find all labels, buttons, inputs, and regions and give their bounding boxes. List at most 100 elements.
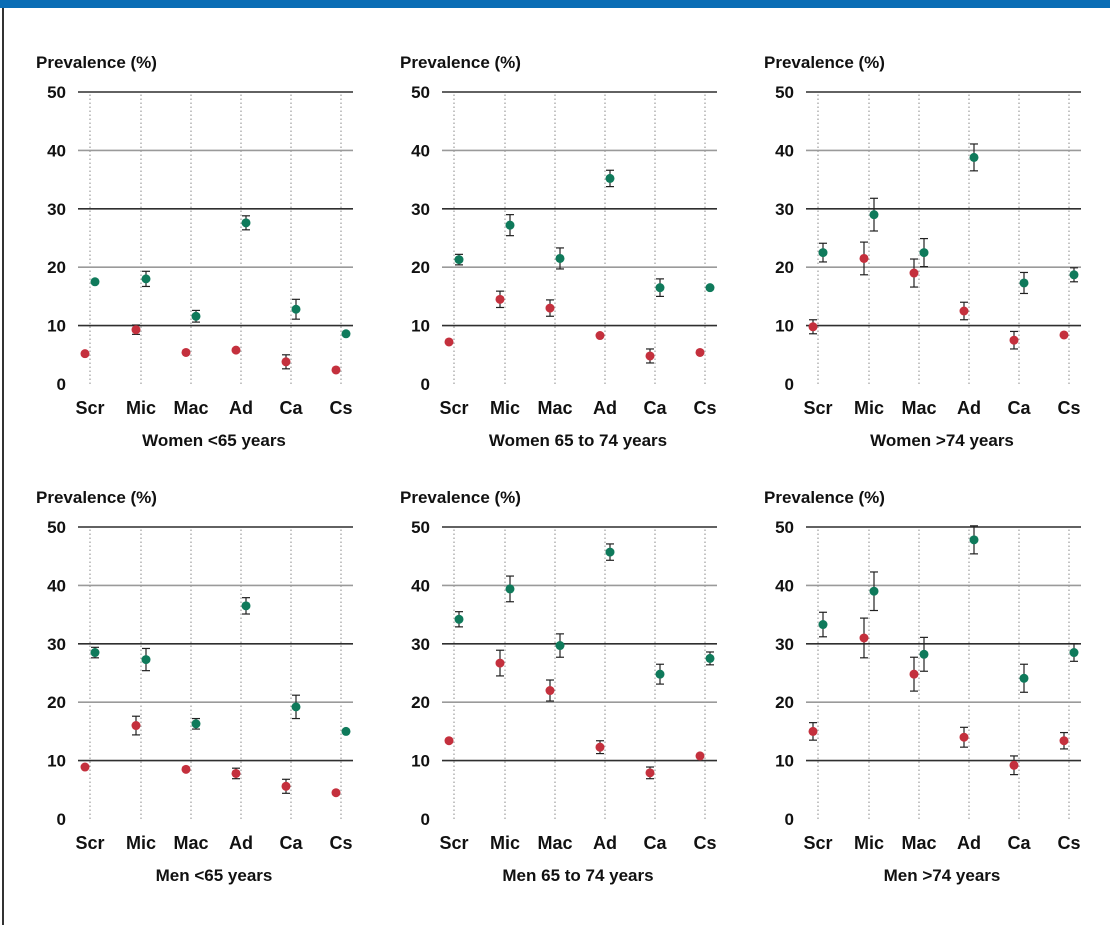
y-axis-label: Prevalence (%)	[764, 488, 885, 507]
data-point	[1070, 648, 1079, 657]
y-tick-label: 30	[411, 200, 430, 219]
data-point	[192, 719, 201, 728]
data-point	[332, 365, 341, 374]
chart-panel: 0 10 20 30 40 50 Prevalence (%) Scr Mic Mac Ad Ca Cs…	[400, 488, 717, 885]
data-point	[596, 743, 605, 752]
x-tick-label: Cs	[329, 833, 352, 853]
x-tick-label: Ad	[593, 833, 617, 853]
data-point	[809, 322, 818, 331]
panel-title: Women 65 to 74 years	[489, 431, 667, 450]
x-tick-label: Ad	[957, 833, 981, 853]
y-tick-label: 0	[785, 810, 794, 829]
x-tick-label: Scr	[75, 833, 104, 853]
y-tick-label: 30	[775, 635, 794, 654]
y-axis-label: Prevalence (%)	[764, 53, 885, 72]
y-tick-label: 50	[775, 83, 794, 102]
y-tick-label: 40	[47, 576, 66, 595]
chart-panel: 0 10 20 30 40 50 Prevalence (%) Scr Mic Mac Ad Ca Cs…	[36, 488, 353, 885]
data-point	[232, 346, 241, 355]
data-point	[496, 659, 505, 668]
panel-title: Men >74 years	[884, 866, 1001, 885]
data-point	[342, 329, 351, 338]
x-tick-label: Mic	[490, 398, 520, 418]
x-tick-label: Mic	[490, 833, 520, 853]
x-tick-label: Cs	[693, 398, 716, 418]
y-tick-label: 10	[411, 752, 430, 771]
data-point	[91, 277, 100, 286]
data-point	[506, 584, 515, 593]
data-point	[656, 283, 665, 292]
x-tick-label: Mac	[173, 833, 208, 853]
y-tick-label: 10	[411, 317, 430, 336]
data-point	[182, 348, 191, 357]
data-point	[696, 751, 705, 760]
data-point	[292, 702, 301, 711]
x-tick-label: Scr	[803, 833, 832, 853]
y-tick-label: 20	[47, 693, 66, 712]
y-tick-label: 10	[775, 317, 794, 336]
x-tick-label: Ad	[229, 398, 253, 418]
data-point	[292, 305, 301, 314]
x-tick-label: Ad	[229, 833, 253, 853]
data-point	[342, 727, 351, 736]
data-point	[870, 210, 879, 219]
data-point	[1070, 270, 1079, 279]
chart-panel: 0 10 20 30 40 50 Prevalence (%) Scr Mic Mac Ad Ca Cs…	[36, 53, 353, 450]
data-point	[546, 304, 555, 313]
data-point	[656, 670, 665, 679]
x-tick-label: Scr	[803, 398, 832, 418]
data-point	[132, 325, 141, 334]
data-point	[242, 218, 251, 227]
x-tick-label: Cs	[1057, 398, 1080, 418]
y-tick-label: 50	[411, 518, 430, 537]
y-tick-label: 10	[47, 317, 66, 336]
y-axis-label: Prevalence (%)	[36, 488, 157, 507]
x-tick-label: Ad	[593, 398, 617, 418]
data-point	[1020, 278, 1029, 287]
y-tick-label: 10	[47, 752, 66, 771]
x-tick-label: Ca	[1007, 833, 1031, 853]
data-point	[282, 782, 291, 791]
chart-panel: 0 10 20 30 40 50 Prevalence (%) Scr Mic Mac Ad Ca Cs…	[764, 488, 1081, 885]
data-point	[1010, 336, 1019, 345]
y-tick-label: 40	[775, 141, 794, 160]
data-point	[910, 269, 919, 278]
x-tick-label: Mac	[901, 833, 936, 853]
panel-title: Women >74 years	[870, 431, 1014, 450]
data-point	[332, 788, 341, 797]
data-point	[546, 686, 555, 695]
y-tick-label: 50	[411, 83, 430, 102]
panel-title: Women <65 years	[142, 431, 286, 450]
y-tick-label: 30	[47, 635, 66, 654]
y-tick-label: 40	[411, 141, 430, 160]
y-tick-label: 30	[47, 200, 66, 219]
data-point	[819, 620, 828, 629]
chart-panel: 0 10 20 30 40 50 Prevalence (%) Scr Mic Mac Ad Ca Cs…	[764, 53, 1081, 450]
y-tick-label: 0	[421, 810, 430, 829]
data-point	[860, 633, 869, 642]
y-tick-label: 30	[411, 635, 430, 654]
x-tick-label: Ca	[643, 833, 667, 853]
x-tick-label: Mic	[854, 398, 884, 418]
y-tick-label: 0	[421, 375, 430, 394]
x-tick-label: Mic	[126, 833, 156, 853]
panel-title: Men 65 to 74 years	[502, 866, 653, 885]
data-point	[606, 548, 615, 557]
data-point	[920, 248, 929, 257]
y-axis-label: Prevalence (%)	[36, 53, 157, 72]
data-point	[646, 351, 655, 360]
data-point	[596, 331, 605, 340]
data-point	[1010, 761, 1019, 770]
data-point	[142, 655, 151, 664]
data-point	[455, 615, 464, 624]
x-tick-label: Mic	[854, 833, 884, 853]
data-point	[970, 535, 979, 544]
x-tick-label: Ca	[279, 398, 303, 418]
data-point	[81, 763, 90, 772]
y-tick-label: 0	[57, 375, 66, 394]
data-point	[606, 174, 615, 183]
data-point	[142, 274, 151, 283]
data-point	[809, 727, 818, 736]
panel-title: Men <65 years	[156, 866, 273, 885]
